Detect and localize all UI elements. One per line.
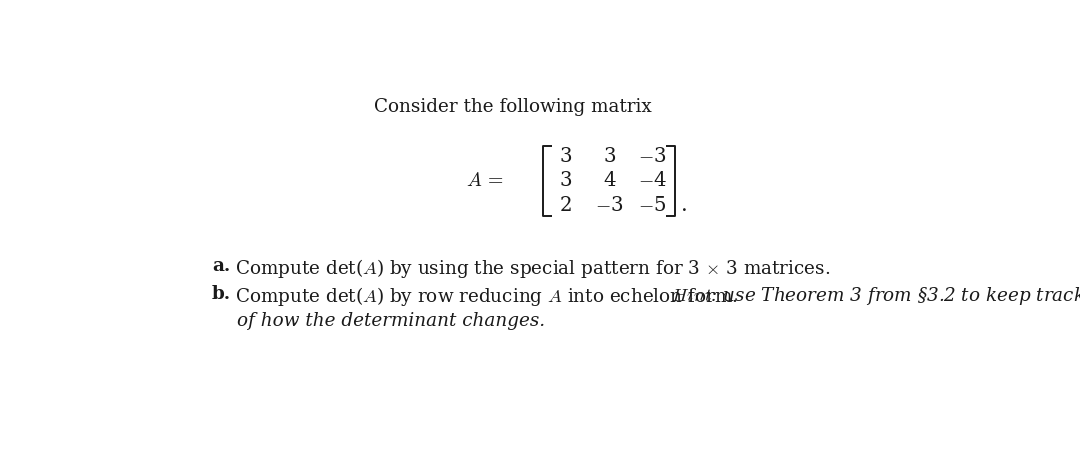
Text: $-$4: $-$4 xyxy=(638,171,666,190)
Text: 2: 2 xyxy=(559,196,572,215)
Text: $-$3: $-$3 xyxy=(595,196,624,215)
Text: b.: b. xyxy=(212,285,231,303)
Text: $-$3: $-$3 xyxy=(638,147,666,166)
Text: .: . xyxy=(680,196,688,215)
Text: $-$5: $-$5 xyxy=(638,196,666,215)
Text: Compute det($A$) by row reducing $A$ into echelon form.: Compute det($A$) by row reducing $A$ int… xyxy=(234,285,738,308)
Text: 3: 3 xyxy=(604,147,616,166)
Text: Compute det($A$) by using the special pattern for 3 $\times$ 3 matrices.: Compute det($A$) by using the special pa… xyxy=(234,257,829,280)
Text: a.: a. xyxy=(212,257,230,275)
Text: of how the determinant changes.: of how the determinant changes. xyxy=(238,312,545,330)
Text: $\it{Hint}$: use Theorem 3 from §3.2 to keep track: $\it{Hint}$: use Theorem 3 from §3.2 to … xyxy=(660,285,1080,307)
Text: 3: 3 xyxy=(559,147,572,166)
Text: 3: 3 xyxy=(559,171,572,190)
Text: $A\,=$: $A\,=$ xyxy=(465,171,503,190)
Text: 4: 4 xyxy=(604,171,616,190)
Text: Consider the following matrix: Consider the following matrix xyxy=(374,97,651,115)
